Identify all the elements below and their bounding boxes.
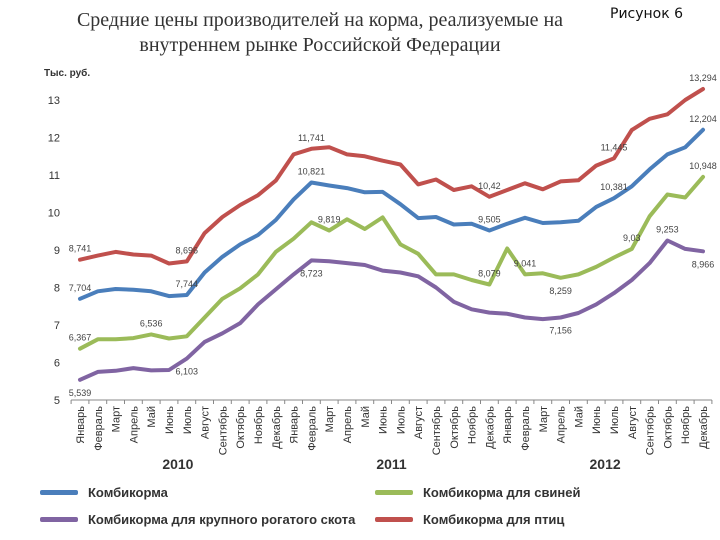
x-tick-label: Январь [502,406,514,444]
x-tick-label: Август [627,406,639,439]
legend-swatch [375,517,413,522]
y-tick-label: 5 [54,395,60,407]
x-tick-label: Июль [609,406,621,434]
data-label: 12,204 [689,114,717,124]
x-tick-label: Февраль [93,406,105,451]
x-tick-label: Март [111,406,123,432]
y-tick-label: 7 [54,320,60,332]
data-label: 8,696 [176,245,199,255]
x-tick-label: Апрель [556,406,568,444]
x-tick-label: Декабрь [698,406,710,449]
figure-label: Рисунок 6 [610,6,684,22]
x-tick-label: Июнь [591,406,603,434]
series-line-3 [78,87,705,266]
legend-label: Комбикорма для птиц [423,512,565,527]
x-tick-label: Июль [395,406,407,434]
data-label: 8,723 [300,268,323,278]
data-label: 7,744 [176,279,199,289]
x-tick-label: Ноябрь [467,406,479,444]
data-label: 8,966 [692,259,715,269]
x-tick-label: Сентябрь [431,406,443,456]
x-tick-label: Май [360,406,372,428]
series-line-1 [78,174,705,351]
x-tick-label: Декабрь [484,406,496,449]
data-label: 9,03 [623,233,641,243]
x-tick-label: Октябрь [235,406,247,449]
data-label: 6,536 [140,318,163,328]
x-tick-label: Май [146,406,158,428]
data-label: 10,42 [478,181,501,191]
legend-label: Комбикорма [88,485,168,500]
data-label: 8,741 [69,244,92,254]
x-tick-label: Апрель [342,406,354,444]
y-tick-label: 10 [48,208,60,220]
data-label: 10,948 [689,161,717,171]
legend-swatch [40,517,78,522]
legend-swatch [375,490,413,495]
x-tick-label: Октябрь [449,406,461,449]
data-label: 9,041 [514,258,537,268]
y-tick-label: 9 [54,245,60,257]
x-tick-label: Июль [182,406,194,434]
y-tick-label: 13 [48,95,60,107]
data-label: 8,259 [549,286,572,296]
legend-item-2: Комбикорма для крупного рогатого скота [40,512,355,527]
x-tick-label: Март [538,406,550,432]
data-label: 5,539 [69,388,92,398]
x-tick-label: Ноябрь [253,406,265,444]
x-tick-label: Декабрь [271,406,283,449]
y-tick-label: 11 [49,170,60,182]
series-line-2 [78,238,705,382]
y-tick-label: 8 [54,283,60,295]
data-label: 10,381 [600,182,628,192]
y-tick-label: 12 [48,133,60,145]
y-tick-label: 6 [54,358,60,370]
year-label: 2011 [376,456,407,472]
legend-label: Комбикорма для свиней [423,485,581,500]
data-label: 6,103 [176,367,199,377]
legend-label: Комбикорма для крупного рогатого скота [88,512,356,527]
data-label: 6,367 [69,333,92,343]
x-tick-label: Январь [75,406,87,444]
data-label: 10,821 [298,167,326,177]
x-tick-label: Октябрь [662,406,674,449]
x-tick-label: Март [324,406,336,432]
x-tick-label: Сентябрь [217,406,229,456]
data-label: 7,704 [69,283,92,293]
x-tick-label: Май [573,406,585,428]
data-label: 7,156 [549,326,572,336]
series-line-0 [78,127,705,301]
year-label: 2012 [590,456,621,472]
data-label: 9,819 [318,215,341,225]
data-label: 8,079 [478,269,501,279]
x-tick-label: Февраль [306,406,318,451]
legend-item-3: Комбикорма для птиц [375,512,564,527]
data-label: 11,445 [601,142,628,152]
legend-item-0: Комбикорма [40,485,168,500]
year-label: 2010 [162,456,193,472]
x-tick-label: Июнь [378,406,390,434]
x-tick-label: Февраль [520,406,532,451]
legend-swatch [40,490,78,495]
x-tick-label: Июнь [164,406,176,434]
legend-item-1: Комбикорма для свиней [375,485,581,500]
data-label: 13,294 [689,73,717,83]
y-axis-label: Тыс. руб. [44,67,90,79]
x-tick-label: Август [200,406,212,439]
data-label: 9,505 [478,215,501,225]
x-tick-label: Сентябрь [645,406,657,456]
x-tick-label: Август [413,406,425,439]
x-tick-label: Апрель [128,406,140,444]
data-label: 11,741 [298,133,325,143]
x-tick-label: Январь [289,406,301,444]
x-tick-label: Ноябрь [680,406,692,444]
chart-title: Средние цены производителей на корма, ре… [76,9,564,56]
data-label: 9,253 [656,225,679,235]
